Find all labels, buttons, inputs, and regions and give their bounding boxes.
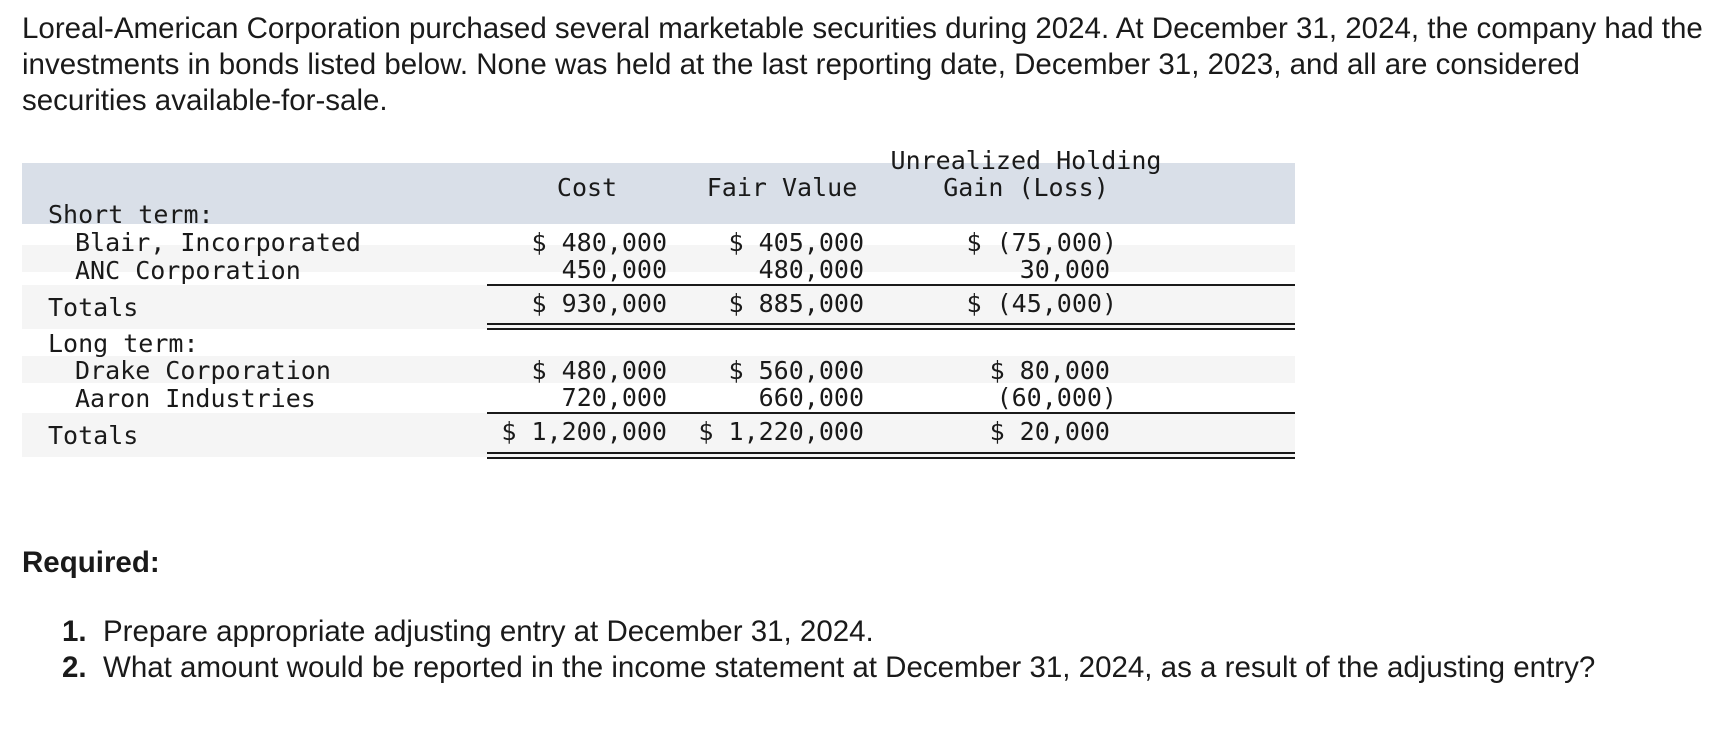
row-band [22, 356, 1295, 383]
problem-intro: Loreal-American Corporation purchased se… [22, 12, 1703, 117]
total-gain: $ (45,000) [966, 289, 1117, 318]
totals-label: Totals [48, 293, 139, 322]
totals-label: Totals [48, 421, 139, 450]
total-double-rule [487, 323, 1295, 330]
item-text: What amount would be reported in the inc… [103, 651, 1596, 684]
total-fair-value: $ 885,000 [728, 289, 864, 318]
header-cost: Cost [556, 173, 618, 202]
row-band [22, 285, 1295, 329]
item-number: 2. [62, 651, 87, 684]
row-band [22, 413, 1295, 457]
table-header-band [22, 163, 1295, 224]
section-label-long-term: Long term: [48, 329, 199, 358]
cell-fair-value: $ 560,000 [728, 356, 864, 385]
header-gain-line2: Gain (Loss) [943, 173, 1109, 202]
subtotal-rule [487, 284, 1295, 286]
row-name: ANC Corporation [75, 256, 301, 285]
total-cost: $ 930,000 [531, 289, 667, 318]
cell-gain: $ 80,000 [989, 356, 1110, 385]
cell-cost: $ 480,000 [531, 356, 667, 385]
cell-gain: (60,000) [996, 383, 1117, 412]
cell-cost: $ 480,000 [531, 228, 667, 257]
investments-table: Cost Fair Value Unrealized Holding Gain … [22, 146, 1295, 508]
subtotal-rule [487, 412, 1295, 414]
header-gain-line1: Unrealized Holding [890, 146, 1162, 175]
total-fair-value: $ 1,220,000 [698, 417, 864, 446]
total-gain: $ 20,000 [989, 417, 1110, 446]
cell-cost: 720,000 [561, 383, 667, 412]
row-name: Blair, Incorporated [75, 228, 361, 257]
header-fair-value: Fair Value [706, 173, 858, 202]
cell-fair-value: 660,000 [758, 383, 864, 412]
cell-fair-value: $ 405,000 [728, 228, 864, 257]
row-name: Drake Corporation [75, 356, 331, 385]
required-heading: Required: [22, 546, 160, 579]
required-item: 2. What amount would be reported in the … [22, 650, 1712, 686]
cell-cost: 450,000 [561, 255, 667, 284]
required-list: 1. Prepare appropriate adjusting entry a… [22, 614, 1712, 686]
required-item: 1. Prepare appropriate adjusting entry a… [22, 614, 1712, 650]
cell-fair-value: 480,000 [758, 255, 864, 284]
total-double-rule [487, 452, 1295, 459]
item-number: 1. [62, 615, 87, 648]
cell-gain: $ (75,000) [966, 228, 1117, 257]
cell-gain: 30,000 [1019, 255, 1110, 284]
row-band [22, 245, 1295, 272]
item-text: Prepare appropriate adjusting entry at D… [103, 615, 874, 648]
total-cost: $ 1,200,000 [501, 417, 667, 446]
row-name: Aaron Industries [75, 384, 316, 413]
section-label-short-term: Short term: [48, 200, 214, 229]
